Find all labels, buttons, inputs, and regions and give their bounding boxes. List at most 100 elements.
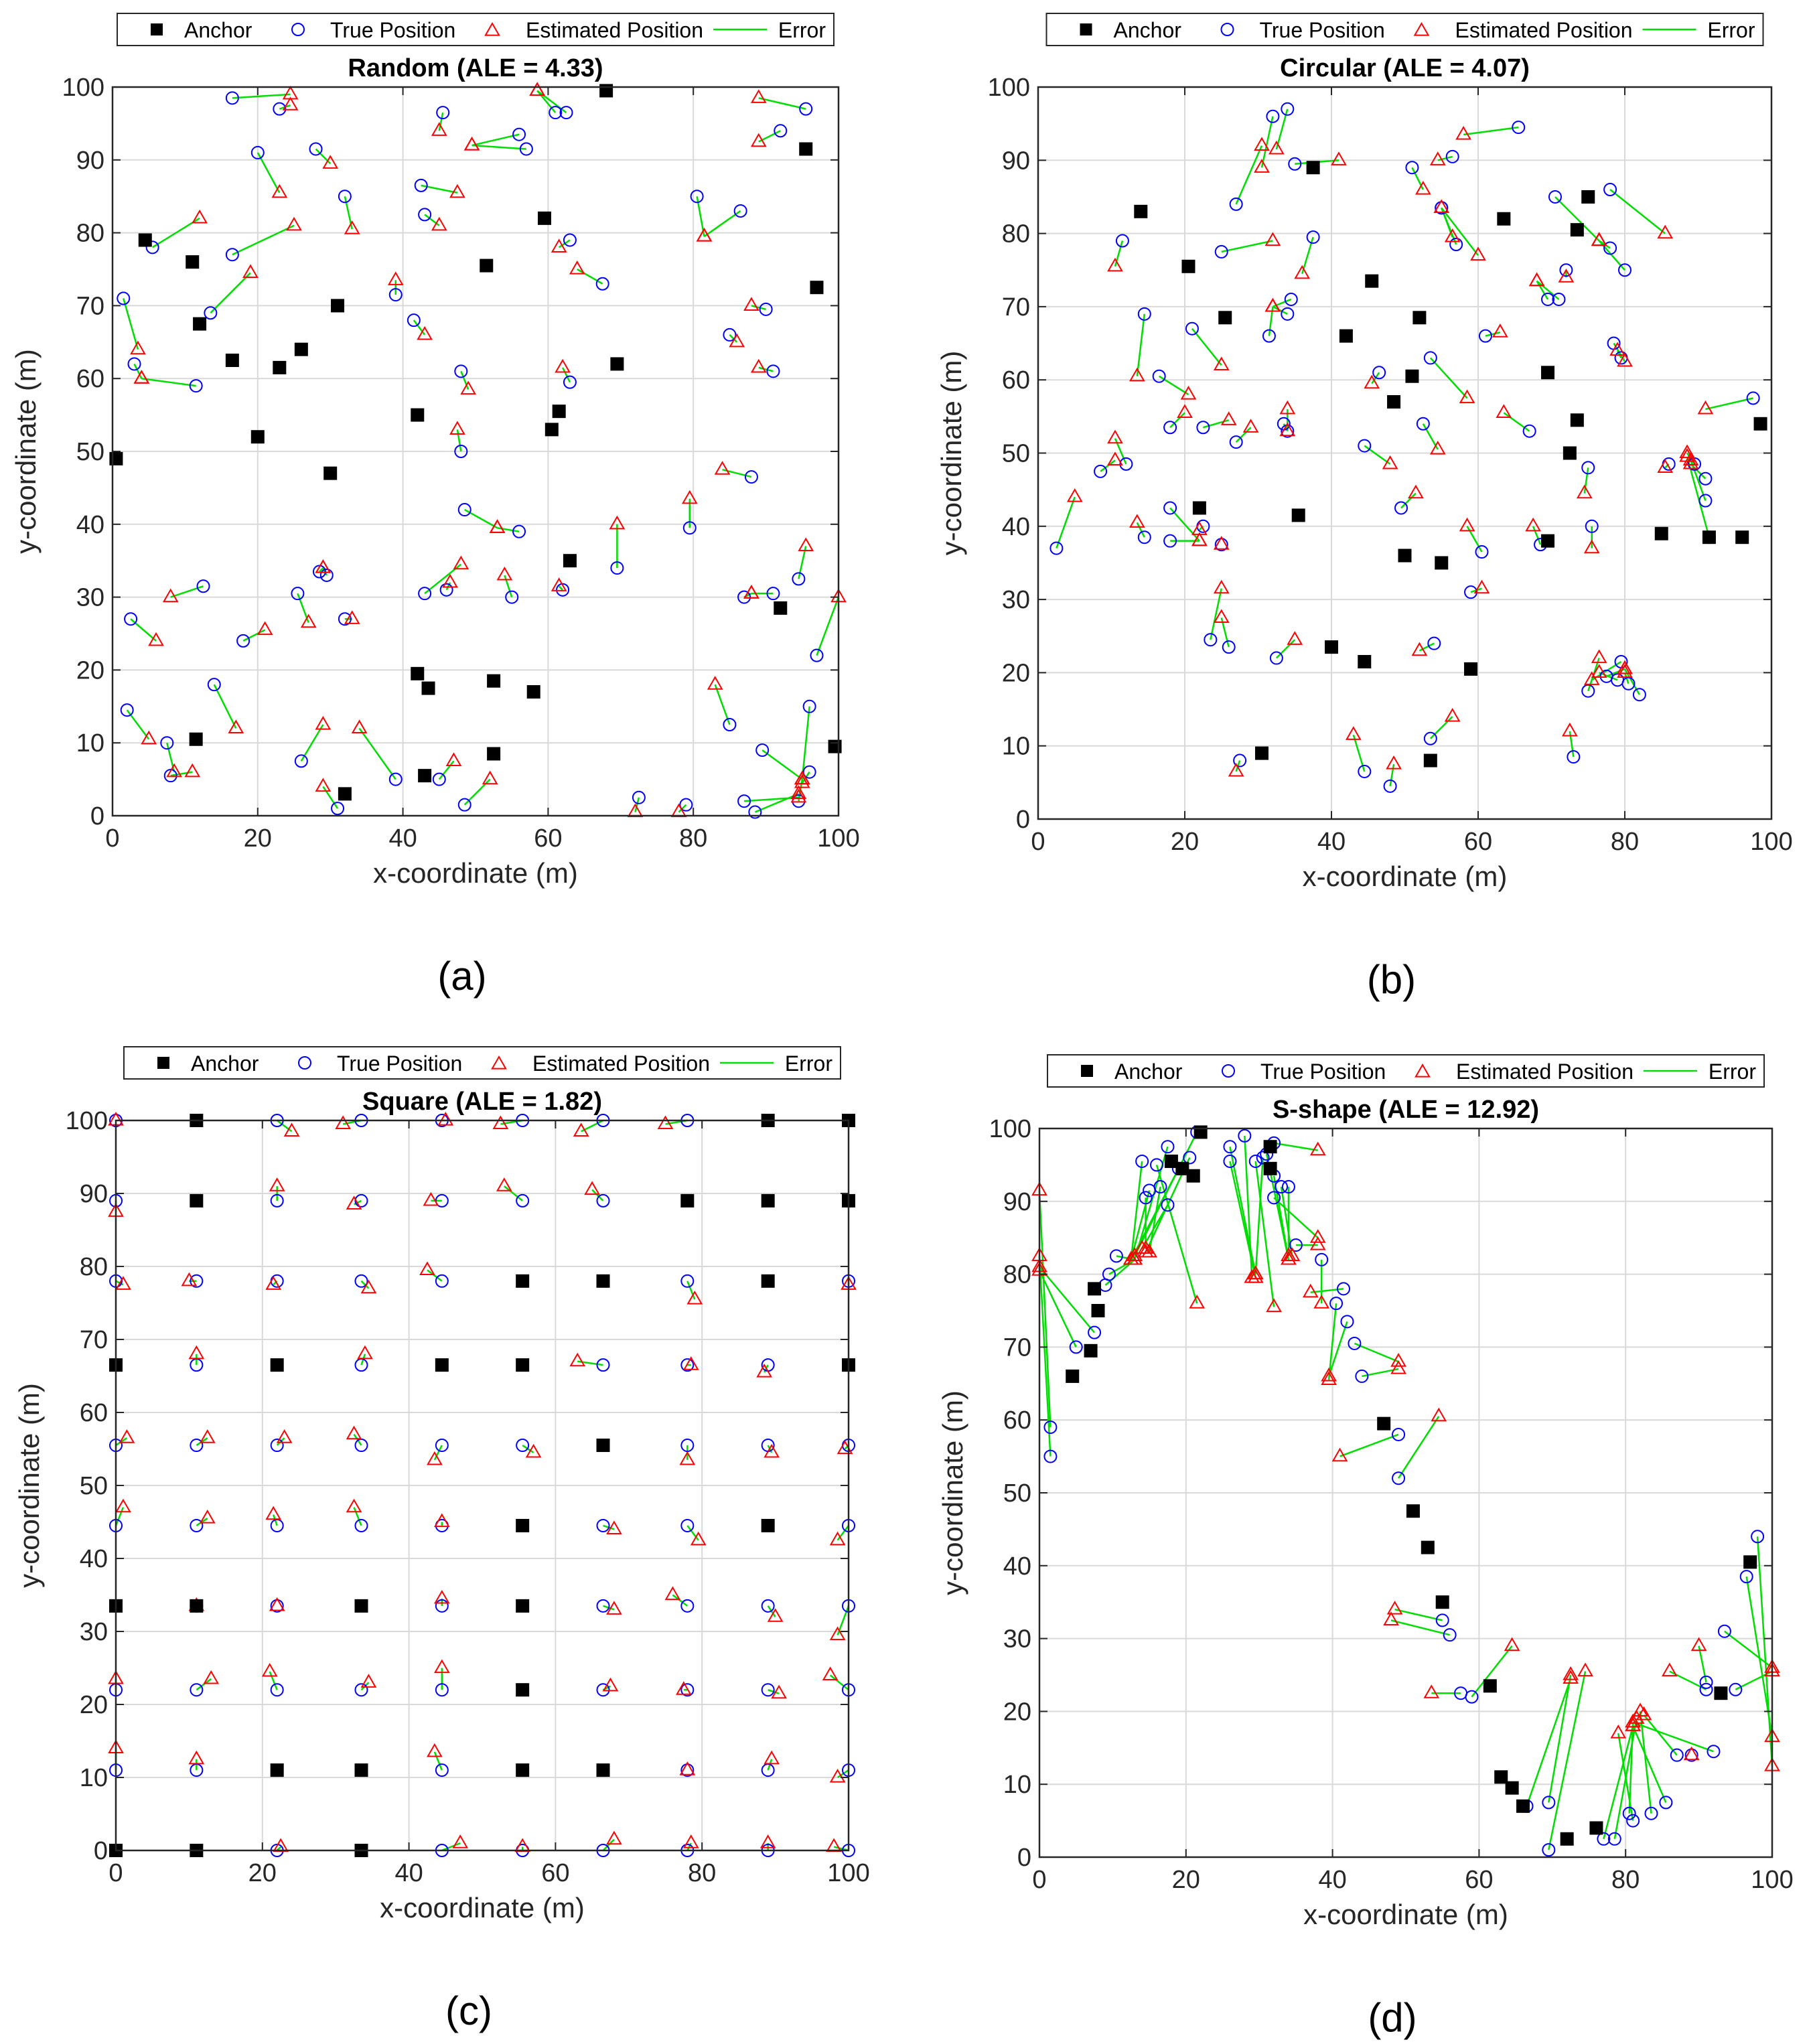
chart-circular-estimated-position bbox=[1331, 151, 1347, 165]
chart-square-x-ticks: 0 20 40 60 80 100 bbox=[108, 1120, 870, 1887]
chart-random-true-position bbox=[774, 124, 788, 138]
chart-square-estimated-position bbox=[657, 1115, 674, 1130]
chart-random-true-position bbox=[563, 233, 577, 247]
chart-random-anchor bbox=[331, 299, 345, 313]
chart-random-legend-anchor-marker bbox=[151, 23, 163, 35]
chart-random-anchor bbox=[138, 233, 152, 247]
chart-s-shape-estimated-position bbox=[1390, 1360, 1406, 1374]
chart-s-shape-error-line bbox=[1643, 1714, 1678, 1756]
chart-s-shape-estimated-position bbox=[1137, 1243, 1154, 1258]
chart-circular-error-line bbox=[1056, 496, 1076, 549]
chart-circular-true-position bbox=[1416, 417, 1430, 431]
chart-circular-true-position bbox=[1358, 439, 1372, 453]
chart-random-true-position bbox=[331, 802, 345, 816]
chart-random-x-tick-label: 80 bbox=[679, 824, 707, 853]
chart-s-shape-true-position bbox=[1161, 1198, 1175, 1212]
chart-circular-true-position bbox=[1445, 149, 1459, 163]
chart-random-estimated-position bbox=[271, 184, 288, 198]
chart-random-error-line bbox=[232, 224, 295, 256]
chart-random-estimated-position bbox=[743, 585, 759, 599]
chart-circular-true-position bbox=[1094, 464, 1108, 478]
chart-s-shape-anchor bbox=[1164, 1154, 1178, 1168]
chart-random-estimated-position bbox=[482, 770, 498, 785]
chart-random-error-line bbox=[242, 629, 266, 642]
chart-circular-estimated-position bbox=[1279, 400, 1296, 415]
chart-circular-estimated-position bbox=[1697, 400, 1714, 415]
chart-square-anchor bbox=[761, 1193, 775, 1208]
chart-circular-anchor bbox=[1570, 223, 1584, 237]
chart-s-shape-caption: (d) bbox=[1368, 1995, 1417, 2040]
chart-s-shape-y-tick-label: 100 bbox=[989, 1115, 1031, 1143]
chart-square-title: Square (ALE = 1.82) bbox=[362, 1088, 602, 1116]
chart-s-shape-title: S-shape (ALE = 12.92) bbox=[1273, 1096, 1539, 1124]
chart-square-error-line bbox=[441, 1842, 461, 1852]
chart-square-y-ticks: 0 10 20 30 40 50 60 70 80 90 100 bbox=[66, 1107, 849, 1865]
chart-square-legend-true-label: True Position bbox=[337, 1051, 462, 1076]
chart-square-estimated-position bbox=[690, 1531, 707, 1546]
chart-random-true-position bbox=[563, 375, 577, 389]
panel-d-s-shape: 0 20 40 60 80 100 0 10 20 30 40 50 60 70 80 90 100 x-coor… bbox=[937, 1054, 1794, 2040]
chart-circular-error-line bbox=[1136, 522, 1145, 538]
chart-square-true-position bbox=[680, 1274, 695, 1288]
chart-circular-y-tick-label: 70 bbox=[1002, 293, 1030, 321]
chart-s-shape-estimated-position bbox=[1423, 1684, 1440, 1698]
chart-random-error-line bbox=[257, 152, 281, 194]
chart-square-true-position bbox=[354, 1439, 368, 1453]
chart-s-shape-y-tick-label: 10 bbox=[1003, 1771, 1031, 1799]
chart-square-true-position bbox=[761, 1763, 775, 1777]
chart-s-shape-true-position bbox=[1161, 1140, 1175, 1154]
chart-random-estimated-position bbox=[750, 89, 767, 103]
chart-random-estimated-position bbox=[696, 228, 713, 242]
chart-square-estimated-position bbox=[829, 1531, 846, 1546]
chart-square-true-position bbox=[435, 1683, 449, 1697]
chart-square-error-line bbox=[602, 1838, 615, 1851]
chart-random-true-position bbox=[559, 106, 573, 120]
chart-circular-estimated-position bbox=[1609, 342, 1625, 356]
chart-s-shape-estimated-position bbox=[1281, 1250, 1297, 1265]
chart-s-shape-y-tick-label: 90 bbox=[1003, 1188, 1031, 1216]
chart-s-shape-true-position bbox=[1699, 1675, 1713, 1689]
chart-random-error-line bbox=[678, 804, 687, 813]
chart-random-true-position bbox=[189, 379, 203, 393]
chart-random-estimated-position bbox=[431, 122, 447, 136]
chart-s-shape-true-position bbox=[1275, 1180, 1289, 1194]
chart-random-caption: (a) bbox=[437, 954, 486, 999]
chart-square-x-tick-label: 100 bbox=[827, 1859, 869, 1887]
chart-square-y-tick-label: 20 bbox=[80, 1691, 108, 1719]
chart-s-shape-x-tick-label: 40 bbox=[1318, 1866, 1346, 1894]
chart-random-true-position bbox=[388, 772, 403, 786]
chart-circular-y-tick-label: 90 bbox=[1002, 147, 1030, 175]
chart-random-error-line bbox=[703, 210, 741, 238]
chart-s-shape-error-line bbox=[1038, 1270, 1077, 1347]
chart-random-error-line bbox=[751, 305, 766, 311]
chart-circular-x-tick-label: 20 bbox=[1171, 828, 1199, 856]
chart-s-shape-true-position bbox=[1329, 1297, 1344, 1311]
chart-circular-true-position bbox=[1581, 461, 1595, 475]
chart-square-true-position bbox=[516, 1193, 530, 1208]
chart-circular-estimated-position bbox=[1525, 517, 1541, 532]
chart-random-anchor bbox=[487, 674, 501, 688]
chart-random-true-position bbox=[748, 805, 762, 819]
chart-square-x-tick-label: 80 bbox=[688, 1859, 716, 1887]
chart-random-estimated-position bbox=[228, 719, 244, 734]
chart-s-shape-estimated-position bbox=[1134, 1240, 1151, 1254]
chart-s-shape-true-position bbox=[1267, 1191, 1281, 1205]
chart-circular-grid bbox=[1037, 86, 1772, 820]
chart-s-shape-anchor bbox=[1743, 1555, 1757, 1569]
chart-square-anchor bbox=[516, 1358, 530, 1372]
chart-random-true-position bbox=[414, 178, 428, 192]
chart-random-estimated-position bbox=[442, 573, 458, 588]
chart-random-estimated-position bbox=[790, 788, 807, 803]
chart-random-anchor bbox=[294, 342, 308, 356]
chart-s-shape-true-position bbox=[1139, 1191, 1153, 1205]
chart-circular-true-position bbox=[1137, 530, 1151, 544]
chart-s-shape-error-line bbox=[1354, 1342, 1399, 1363]
chart-random-estimated-position bbox=[790, 785, 807, 799]
chart-s-shape-error-line bbox=[1631, 1725, 1667, 1803]
chart-circular-estimated-position bbox=[1264, 232, 1281, 246]
chart-circular-estimated-position bbox=[1066, 488, 1083, 502]
chart-square-estimated-position bbox=[767, 1608, 784, 1622]
chart-square-estimated-position bbox=[452, 1834, 469, 1848]
chart-random-estimated-position bbox=[242, 264, 259, 279]
